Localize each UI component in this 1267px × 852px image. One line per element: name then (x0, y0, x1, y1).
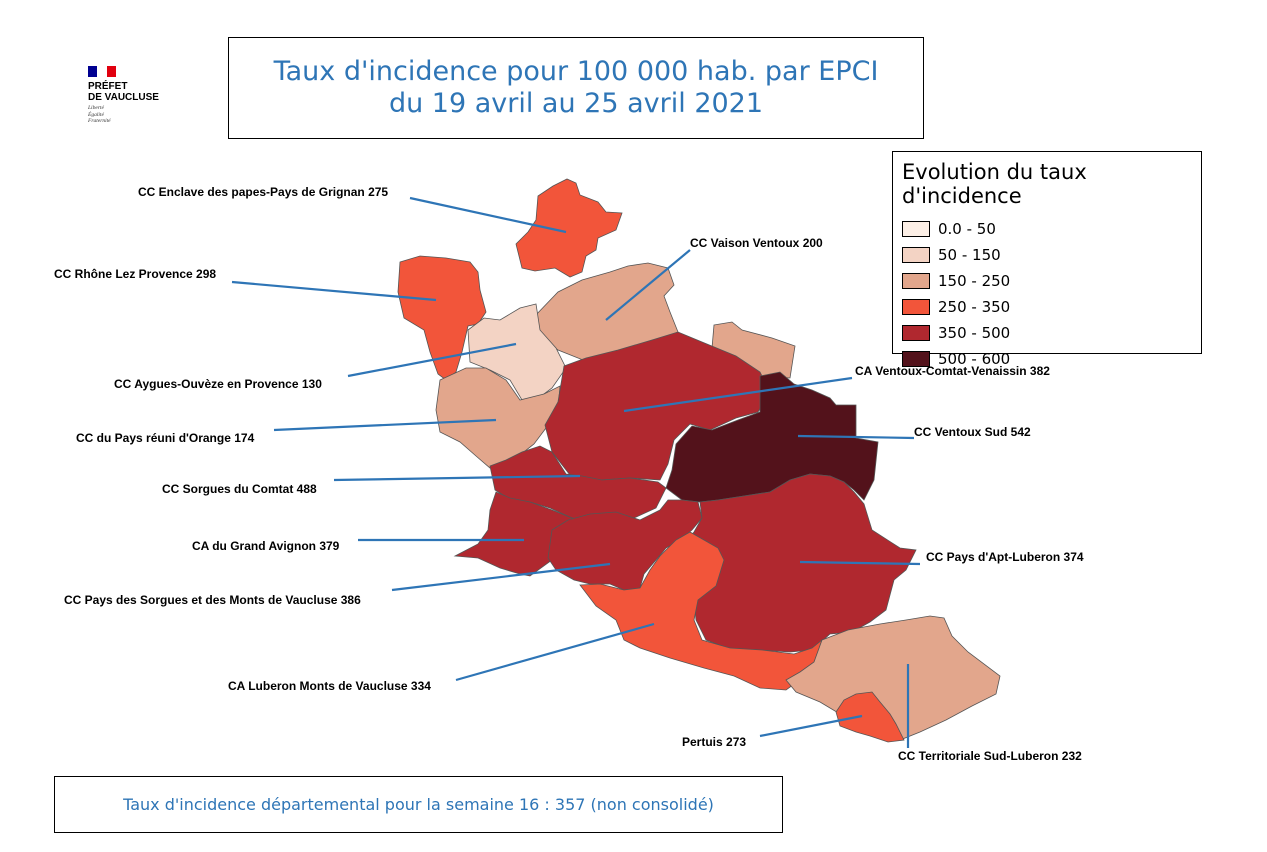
logo-motto3: Fraternité (88, 118, 111, 124)
department-rate-box: Taux d'incidence départemental pour la s… (54, 776, 783, 833)
label-luberon-monts: CA Luberon Monts de Vaucluse 334 (228, 679, 431, 693)
legend-label: 350 - 500 (938, 324, 1011, 342)
map-title-box: Taux d'incidence pour 100 000 hab. par E… (228, 37, 924, 139)
label-pays-sorgues: CC Pays des Sorgues et des Monts de Vauc… (64, 593, 361, 607)
logo-motto1: Liberté (88, 105, 104, 111)
leader-vaison (605, 249, 691, 321)
region-luberon-monts (579, 531, 823, 691)
legend-swatch (902, 247, 930, 263)
flag-white (97, 66, 107, 77)
legend-label: 500 - 600 (938, 350, 1011, 368)
label-pertuis: Pertuis 273 (682, 735, 746, 749)
flag-red (106, 66, 116, 77)
label-orange: CC du Pays réuni d'Orange 174 (76, 431, 255, 445)
logo-motto: Liberté Égalité Fraternité (88, 105, 159, 125)
legend-label: 0.0 - 50 (938, 220, 996, 238)
leader-ventoux-comtat (623, 376, 853, 413)
region-rhone-lez (397, 255, 487, 381)
logo-org-line1: PRÉFET (88, 81, 128, 92)
legend-items: 0.0 - 50 50 - 150 150 - 250 250 - 350 35… (902, 216, 1201, 372)
flag-blue (88, 66, 98, 77)
legend-item: 50 - 150 (902, 242, 1201, 268)
legend-title: Evolution du taux d'incidence (902, 160, 1087, 208)
legend-label: 50 - 150 (938, 246, 1001, 264)
logo-org-name: PRÉFET DE VAUCLUSE (88, 81, 159, 103)
region-vaison-ventoux (532, 262, 679, 363)
legend-item: 0.0 - 50 (902, 216, 1201, 242)
department-rate-text: Taux d'incidence départemental pour la s… (123, 795, 714, 814)
leader-ventoux-sud (797, 434, 915, 440)
leader-sorgues-comtat (333, 474, 581, 482)
legend-swatch (902, 351, 930, 367)
label-vaison: CC Vaison Ventoux 200 (690, 236, 823, 250)
region-orange (435, 367, 561, 469)
label-aygues: CC Aygues-Ouvèze en Provence 130 (114, 377, 322, 391)
label-rhone-lez: CC Rhône Lez Provence 298 (54, 267, 216, 281)
logo-motto2: Égalité (88, 111, 104, 118)
leader-pertuis (759, 714, 863, 738)
label-ventoux-comtat: CA Ventoux-Comtat-Venaissin 382 (855, 364, 1050, 378)
region-pertuis (835, 691, 905, 743)
logo-org-line2: DE VAUCLUSE (88, 92, 159, 103)
map-title-line1: Taux d'incidence pour 100 000 hab. par E… (273, 56, 879, 87)
legend: Evolution du taux d'incidence 0.0 - 50 5… (892, 151, 1202, 368)
legend-item: 350 - 500 (902, 320, 1201, 346)
map-title-line2: du 19 avril au 25 avril 2021 (388, 88, 764, 119)
region-grand-avignon (453, 491, 573, 577)
label-pays-apt: CC Pays d'Apt-Luberon 374 (926, 550, 1084, 564)
region-enclave-des-papes (515, 178, 623, 278)
leader-rhone-lez (231, 280, 437, 302)
leader-orange (273, 418, 497, 432)
legend-swatch (902, 299, 930, 315)
legend-swatch (902, 325, 930, 341)
legend-item: 150 - 250 (902, 268, 1201, 294)
legend-label: 150 - 250 (938, 272, 1011, 290)
prefecture-logo: PRÉFET DE VAUCLUSE Liberté Égalité Frate… (88, 66, 159, 125)
legend-item: 500 - 600 (902, 346, 1201, 372)
french-flag-icon (88, 66, 116, 77)
label-sorgues-comtat: CC Sorgues du Comtat 488 (162, 482, 317, 496)
legend-label: 250 - 350 (938, 298, 1011, 316)
label-ventoux-sud: CC Ventoux Sud 542 (914, 425, 1031, 439)
leader-enclave (409, 196, 567, 234)
label-enclave: CC Enclave des papes-Pays de Grignan 275 (138, 185, 388, 199)
leader-aygues (347, 342, 517, 378)
leader-pays-sorgues (391, 562, 611, 592)
label-sud-luberon: CC Territoriale Sud-Luberon 232 (898, 749, 1082, 763)
legend-swatch (902, 273, 930, 289)
label-grand-avignon: CA du Grand Avignon 379 (192, 539, 340, 553)
legend-item: 250 - 350 (902, 294, 1201, 320)
leader-luberon-monts (455, 622, 655, 682)
legend-swatch (902, 221, 930, 237)
leader-pays-apt (799, 560, 921, 566)
